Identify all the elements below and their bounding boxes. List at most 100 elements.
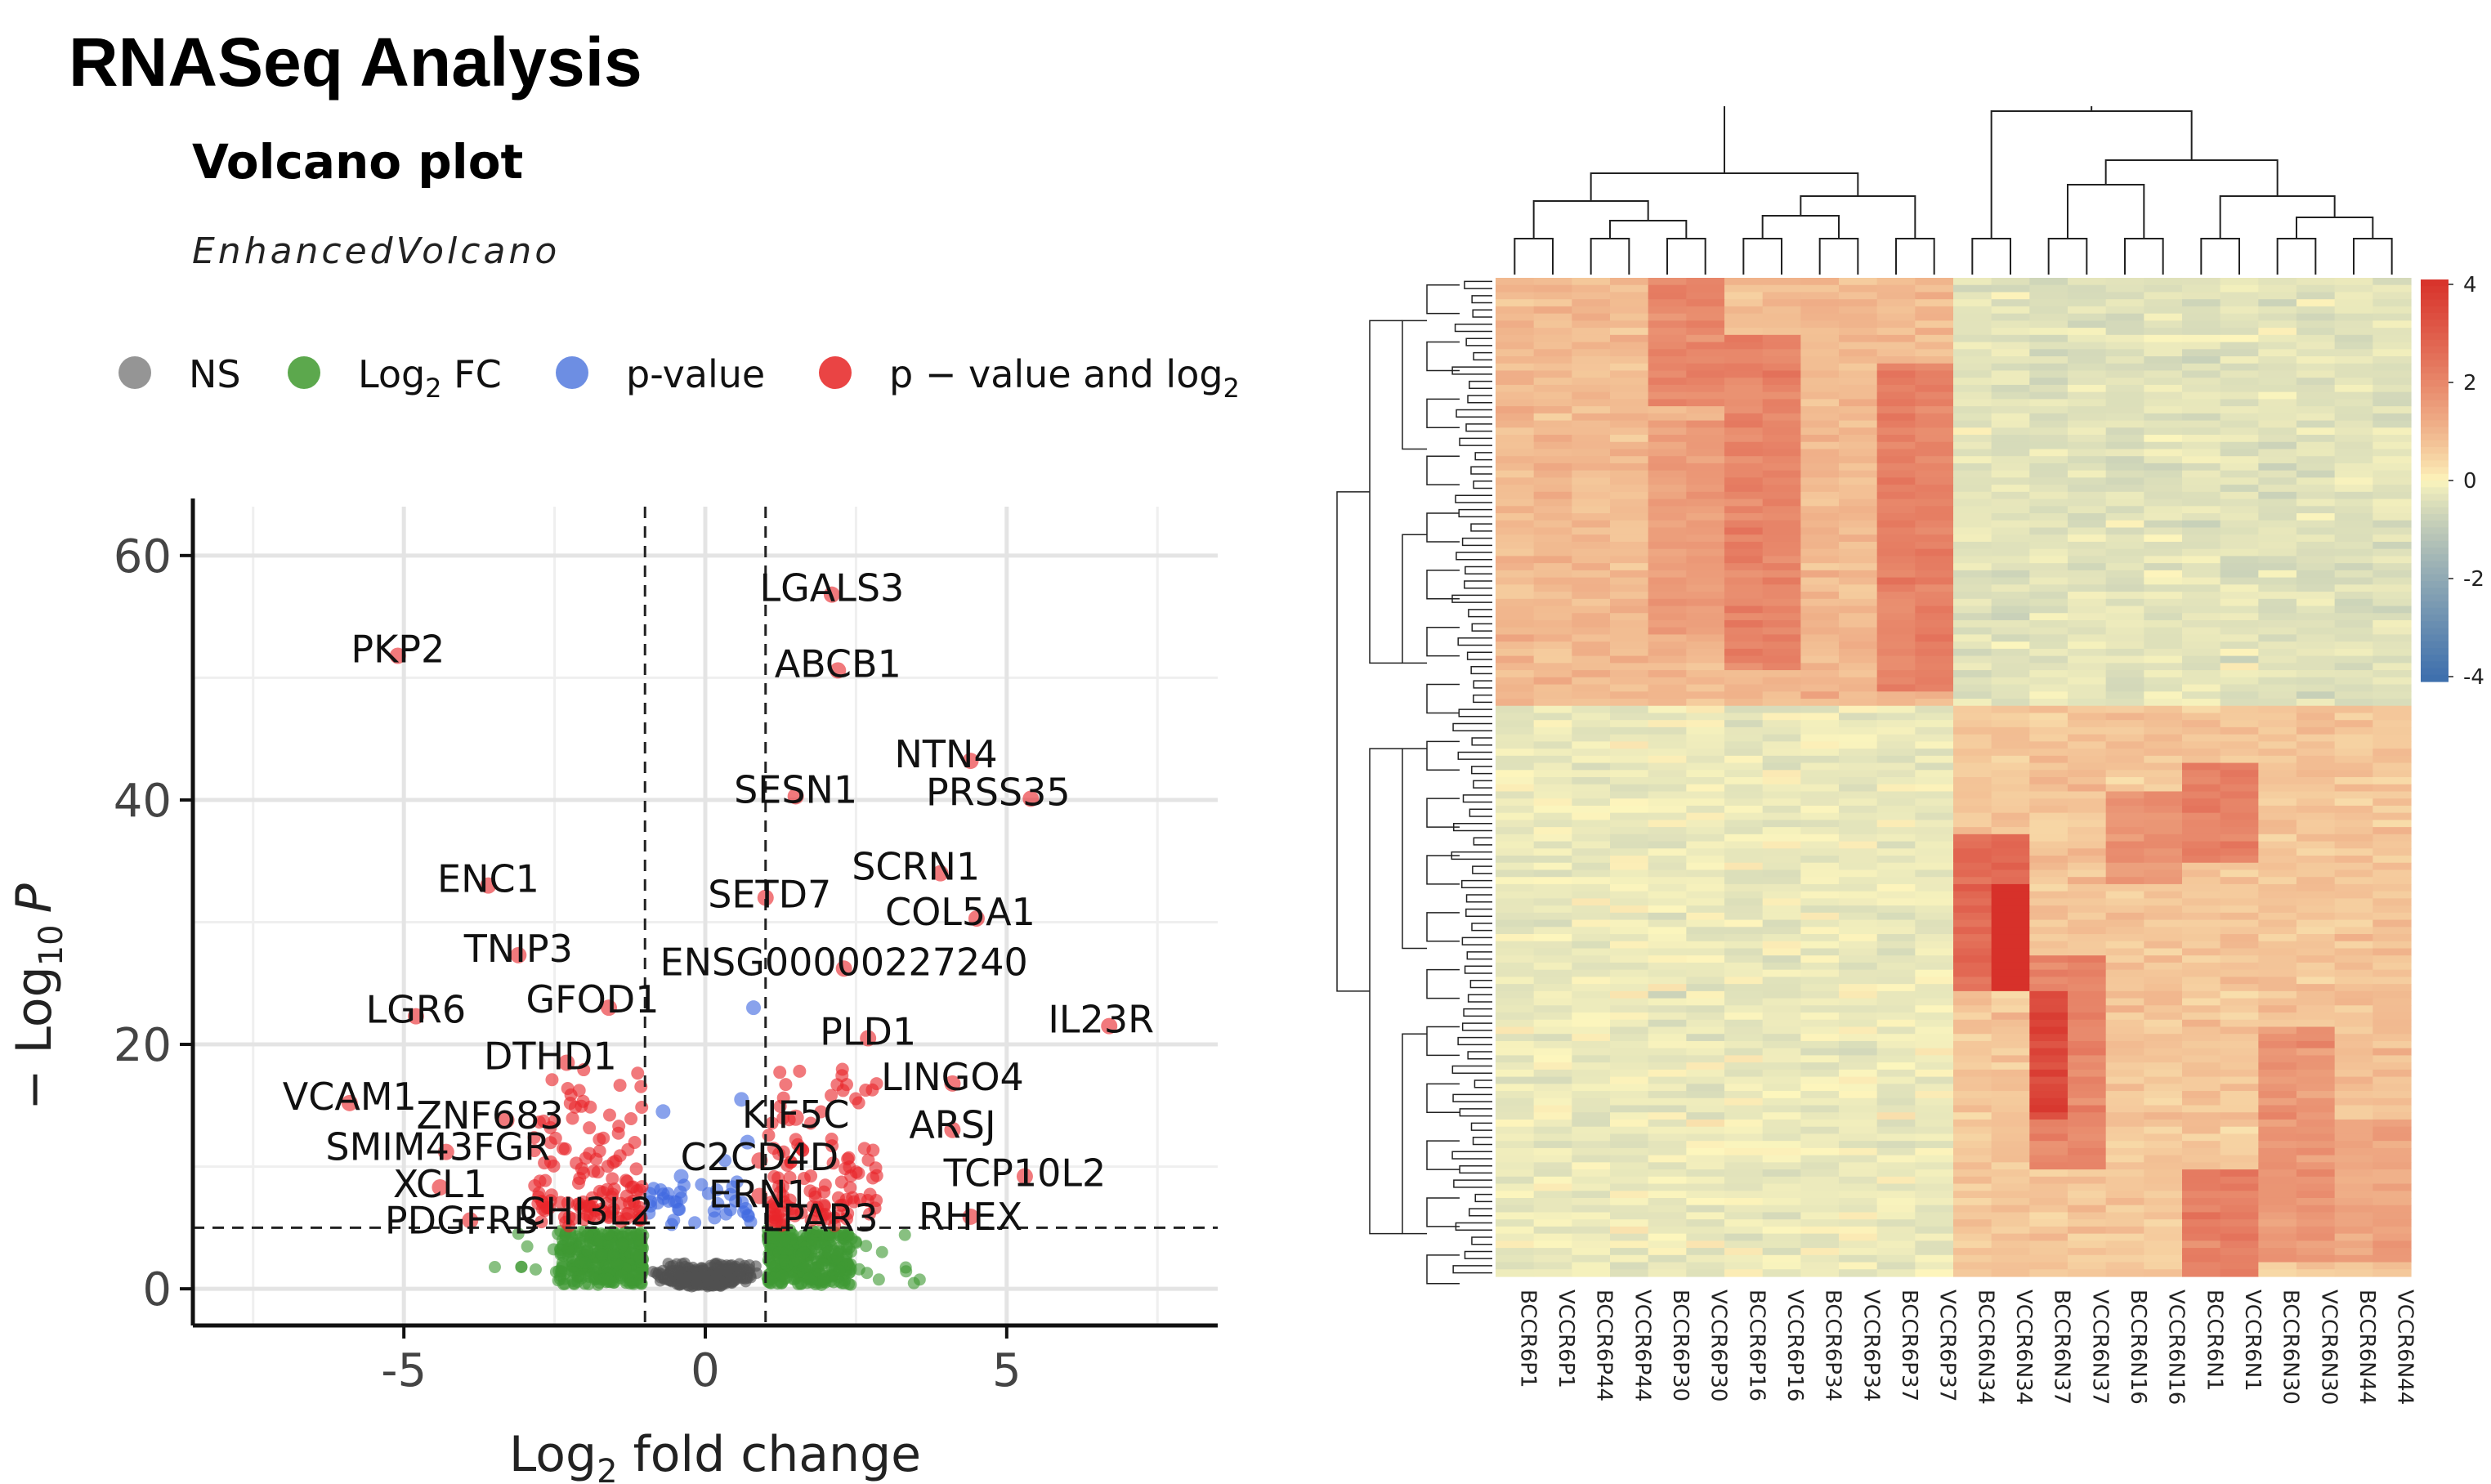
heatmap-cell bbox=[1839, 1147, 1878, 1156]
heatmap-cell bbox=[2105, 441, 2144, 450]
heatmap-cell bbox=[2334, 1034, 2373, 1042]
point bbox=[719, 1207, 733, 1221]
heatmap-cell bbox=[1991, 577, 2030, 585]
heatmap-cell bbox=[1724, 1084, 1764, 1092]
heatmap-cell bbox=[2220, 713, 2259, 721]
point bbox=[869, 1161, 883, 1175]
heatmap-cell bbox=[1839, 441, 1878, 450]
heatmap-cell bbox=[1762, 613, 1801, 621]
heatmap-cell bbox=[1533, 1226, 1572, 1235]
heatmap-cell bbox=[1572, 406, 1611, 414]
heatmap-cell bbox=[2372, 1176, 2412, 1185]
heatmap-cell bbox=[1648, 1141, 1687, 1149]
row-dendrogram-branch bbox=[1473, 680, 1492, 689]
heatmap-cell bbox=[1800, 627, 1840, 636]
heatmap-cell bbox=[2334, 805, 2373, 814]
heatmap-cell bbox=[2372, 820, 2412, 828]
heatmap-cell bbox=[2068, 527, 2107, 535]
heatmap-cell bbox=[2296, 1055, 2336, 1063]
heatmap-cell bbox=[1610, 1147, 1649, 1156]
heatmap-cell bbox=[1915, 485, 1954, 493]
heatmap-cell bbox=[1762, 513, 1801, 521]
heatmap-cell bbox=[1953, 334, 1992, 343]
row-dendrogram-branch bbox=[1471, 1236, 1492, 1245]
heatmap-cell bbox=[1953, 456, 1992, 464]
heatmap-cell bbox=[1991, 726, 2030, 735]
heatmap-cell bbox=[1876, 762, 1916, 771]
heatmap-cell bbox=[1686, 391, 1725, 400]
heatmap-cell bbox=[1991, 441, 2030, 450]
heatmap-cell bbox=[2372, 334, 2412, 343]
heatmap-cell bbox=[1648, 577, 1687, 585]
heatmap-cell bbox=[2105, 634, 2144, 642]
heatmap-cell bbox=[2029, 1133, 2068, 1142]
dendrogram-branch bbox=[1724, 106, 2093, 173]
heatmap-cell bbox=[1800, 1026, 1840, 1035]
heatmap-cell bbox=[1724, 1097, 1764, 1106]
heatmap-cell bbox=[2068, 927, 2107, 935]
row-dendrogram-branch bbox=[1451, 1151, 1492, 1160]
row-dendrogram-branch bbox=[1426, 284, 1460, 315]
point bbox=[589, 1152, 603, 1166]
heatmap-cell bbox=[1610, 919, 1649, 928]
heatmap-cell bbox=[1686, 770, 1725, 778]
heatmap-cell bbox=[2182, 491, 2221, 500]
heatmap-cell bbox=[1839, 1133, 1878, 1142]
heatmap-cell bbox=[2144, 784, 2183, 793]
heatmap-cell bbox=[1800, 684, 1840, 692]
heatmap-cell bbox=[1533, 677, 1572, 686]
heatmap-cell bbox=[2029, 877, 2068, 885]
heatmap-cell bbox=[2182, 527, 2221, 535]
heatmap-cell bbox=[1610, 441, 1649, 450]
heatmap-cell bbox=[2144, 1226, 2183, 1235]
heatmap-cell bbox=[2182, 613, 2221, 621]
heatmap-cell bbox=[1572, 919, 1611, 928]
heatmap-cell bbox=[1686, 1205, 1725, 1214]
heatmap-cell bbox=[2258, 641, 2297, 650]
heatmap-cell bbox=[2029, 898, 2068, 906]
heatmap-cell bbox=[2372, 292, 2412, 300]
heatmap-cell bbox=[1533, 698, 1572, 707]
heatmap-cell bbox=[1648, 962, 1687, 971]
heatmap-cell bbox=[2029, 684, 2068, 692]
heatmap-cell bbox=[2105, 827, 2144, 835]
heatmap-cell bbox=[1533, 955, 1572, 963]
point bbox=[674, 1191, 688, 1205]
heatmap-cell bbox=[1610, 356, 1649, 364]
heatmap-cell bbox=[1762, 1169, 1801, 1178]
heatmap-cell bbox=[1953, 284, 1992, 293]
heatmap-cell bbox=[1686, 726, 1725, 735]
heatmap-cell bbox=[1572, 598, 1611, 607]
heatmap-cell bbox=[2296, 477, 2336, 485]
heatmap-cell bbox=[2372, 320, 2412, 329]
heatmap-cell bbox=[2220, 955, 2259, 963]
heatmap-cell bbox=[1953, 1048, 1992, 1057]
heatmap-cell bbox=[2068, 570, 2107, 579]
heatmap-cell bbox=[1991, 1119, 2030, 1128]
heatmap-cell bbox=[2068, 1133, 2107, 1142]
heatmap-cell bbox=[1686, 384, 1725, 393]
heatmap-cell bbox=[2144, 449, 2183, 457]
heatmap-cell bbox=[2372, 834, 2412, 843]
heatmap-cell bbox=[1648, 848, 1687, 856]
heatmap-cell bbox=[2334, 798, 2373, 807]
heatmap-cell bbox=[2372, 955, 2412, 963]
heatmap-cell bbox=[2220, 798, 2259, 807]
heatmap-cell bbox=[1724, 720, 1764, 728]
heatmap-cell bbox=[2068, 891, 2107, 899]
heatmap-cell bbox=[1496, 1005, 1535, 1013]
heatmap-cell bbox=[1953, 1162, 1992, 1170]
heatmap-cell bbox=[1686, 634, 1725, 642]
heatmap-cell bbox=[1800, 883, 1840, 892]
heatmap-cell bbox=[2220, 749, 2259, 757]
heatmap-cell bbox=[2105, 456, 2144, 464]
heatmap-cell bbox=[2296, 342, 2336, 350]
heatmap-cell bbox=[2182, 1062, 2221, 1071]
heatmap-cell bbox=[2372, 634, 2412, 642]
heatmap-cell bbox=[2068, 1048, 2107, 1057]
heatmap-cell bbox=[1610, 534, 1649, 543]
heatmap-cell bbox=[2372, 827, 2412, 835]
heatmap-cell bbox=[1953, 834, 1992, 843]
heatmap-cell bbox=[2296, 1105, 2336, 1113]
heatmap-cell bbox=[1572, 334, 1611, 343]
